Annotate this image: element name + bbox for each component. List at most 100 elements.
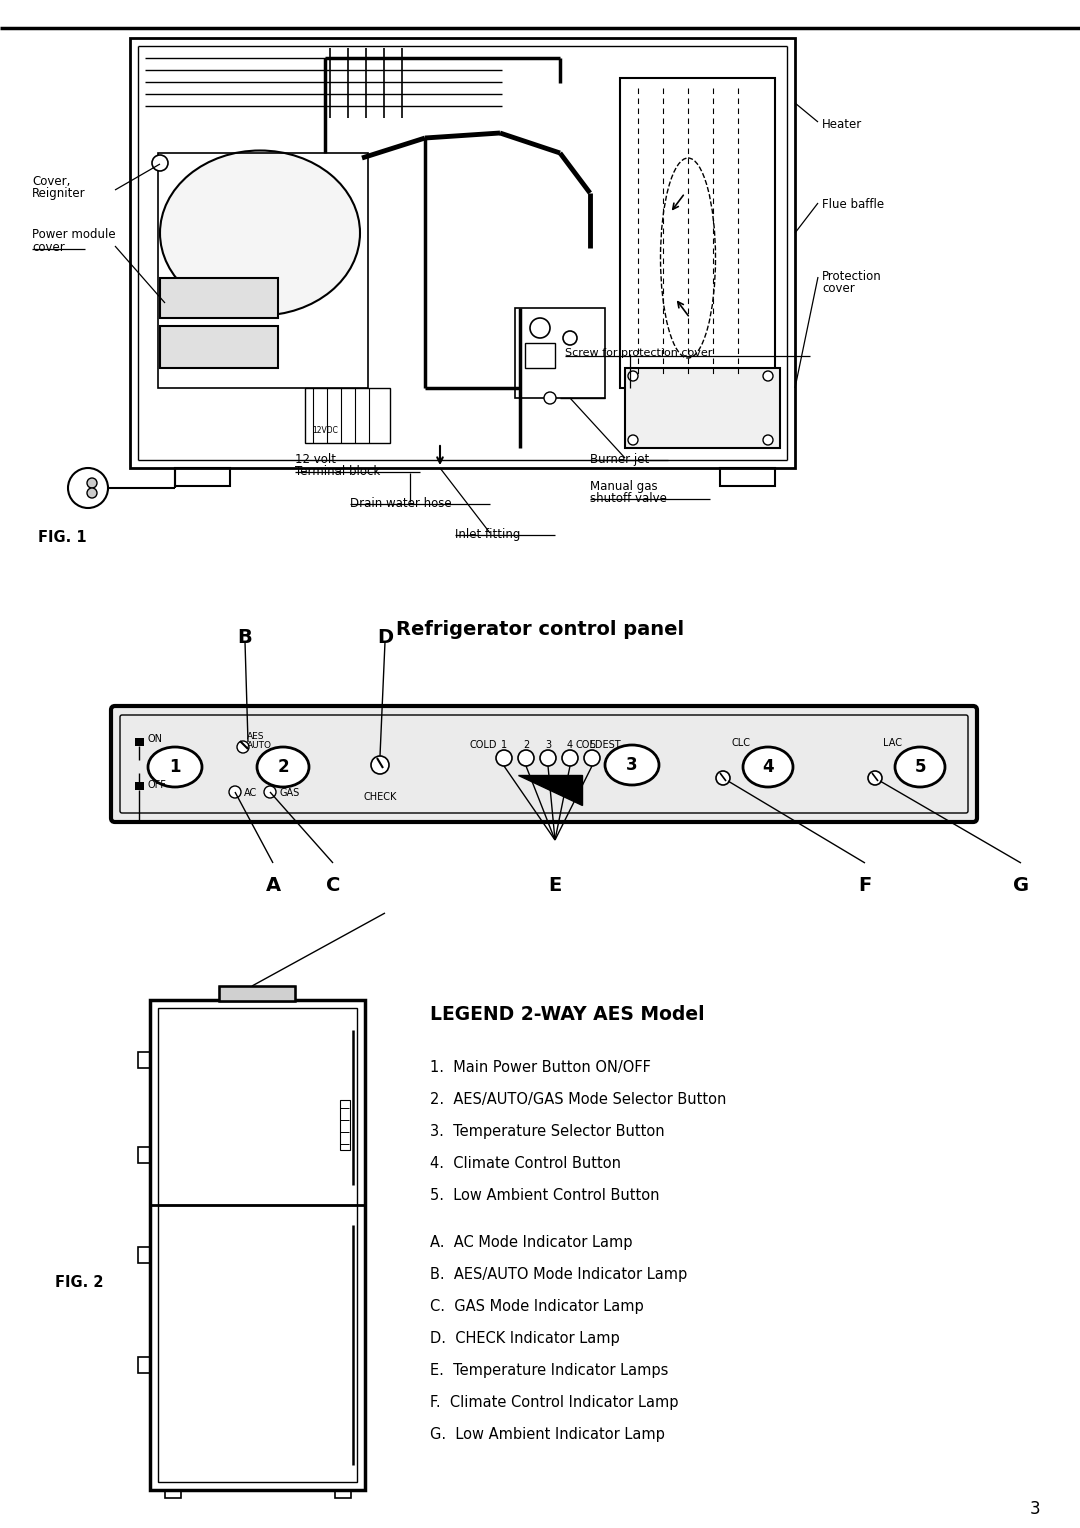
Text: Flue baffle: Flue baffle [822, 199, 885, 211]
Text: 2: 2 [278, 758, 288, 776]
Text: B.  AES/AUTO Mode Indicator Lamp: B. AES/AUTO Mode Indicator Lamp [430, 1267, 687, 1282]
Text: A: A [266, 876, 281, 895]
Text: COLD: COLD [470, 740, 498, 750]
Circle shape [544, 393, 556, 403]
Text: 4: 4 [567, 740, 573, 750]
Bar [525, 342, 555, 368]
Polygon shape [135, 782, 144, 790]
Text: 3: 3 [626, 756, 638, 775]
Circle shape [496, 750, 512, 766]
Bar [625, 368, 780, 448]
Circle shape [563, 332, 577, 345]
Circle shape [237, 741, 249, 753]
Polygon shape [518, 775, 582, 805]
Circle shape [264, 785, 276, 798]
Text: 3: 3 [545, 740, 551, 750]
Bar [620, 78, 775, 388]
Text: G: G [1013, 876, 1029, 895]
Text: CLC: CLC [731, 738, 751, 749]
Text: Burner jet: Burner jet [590, 452, 649, 466]
Text: Terminal block: Terminal block [295, 465, 380, 478]
Text: Reigniter: Reigniter [32, 186, 85, 200]
Bar [158, 153, 368, 388]
Circle shape [627, 371, 638, 380]
Text: AUTO: AUTO [247, 741, 272, 750]
Text: C: C [326, 876, 340, 895]
Text: E.  Temperature Indicator Lamps: E. Temperature Indicator Lamps [430, 1363, 669, 1378]
Circle shape [562, 750, 578, 766]
Circle shape [762, 371, 773, 380]
Text: 3.  Temperature Selector Button: 3. Temperature Selector Button [430, 1125, 664, 1138]
Bar [165, 1490, 181, 1497]
Text: Inlet fitting: Inlet fitting [455, 529, 521, 541]
Bar [335, 1490, 351, 1497]
Text: E: E [549, 876, 562, 895]
Text: 3: 3 [1029, 1500, 1040, 1517]
Bar [160, 278, 278, 318]
Text: FIG. 2: FIG. 2 [55, 1274, 104, 1290]
Text: GAS: GAS [279, 788, 299, 798]
Text: 5: 5 [589, 740, 595, 750]
Text: F: F [859, 876, 872, 895]
Text: A.  AC Mode Indicator Lamp: A. AC Mode Indicator Lamp [430, 1235, 633, 1250]
Circle shape [68, 468, 108, 507]
Text: 2: 2 [523, 740, 529, 750]
Text: Screw for protection cover: Screw for protection cover [565, 348, 713, 358]
Text: 1.  Main Power Button ON/OFF: 1. Main Power Button ON/OFF [430, 1060, 651, 1076]
Text: 4: 4 [762, 758, 773, 776]
Text: Manual gas: Manual gas [590, 480, 658, 494]
Circle shape [716, 772, 730, 785]
Polygon shape [135, 738, 144, 746]
Bar [138, 1357, 150, 1374]
Bar [515, 309, 605, 397]
Text: G.  Low Ambient Indicator Lamp: G. Low Ambient Indicator Lamp [430, 1427, 665, 1442]
Circle shape [868, 772, 882, 785]
Text: LAC: LAC [883, 738, 903, 749]
Text: shutoff valve: shutoff valve [590, 492, 666, 504]
Text: D: D [377, 628, 393, 646]
Circle shape [518, 750, 534, 766]
Circle shape [372, 756, 389, 775]
Bar [219, 986, 295, 1001]
Ellipse shape [895, 747, 945, 787]
Text: Cover,: Cover, [32, 176, 70, 188]
Ellipse shape [605, 746, 659, 785]
Text: cover: cover [32, 241, 65, 254]
Text: 2.  AES/AUTO/GAS Mode Selector Button: 2. AES/AUTO/GAS Mode Selector Button [430, 1093, 727, 1106]
Text: B: B [238, 628, 253, 646]
Text: 1: 1 [501, 740, 508, 750]
Text: AC: AC [244, 788, 257, 798]
Circle shape [229, 785, 241, 798]
Text: Protection: Protection [822, 270, 881, 283]
Ellipse shape [257, 747, 309, 787]
Circle shape [584, 750, 600, 766]
Bar [158, 1008, 357, 1482]
FancyBboxPatch shape [111, 706, 977, 822]
Text: F.  Climate Control Indicator Lamp: F. Climate Control Indicator Lamp [430, 1395, 678, 1410]
Text: Power module: Power module [32, 228, 116, 241]
Text: LEGEND 2-WAY AES Model: LEGEND 2-WAY AES Model [430, 1005, 704, 1024]
Circle shape [627, 435, 638, 445]
Text: FIG. 1: FIG. 1 [38, 530, 86, 545]
Bar [138, 1148, 150, 1163]
Bar [340, 1100, 350, 1151]
Text: C.  GAS Mode Indicator Lamp: C. GAS Mode Indicator Lamp [430, 1299, 644, 1314]
Text: 12 volt: 12 volt [295, 452, 336, 466]
Bar [138, 1247, 150, 1264]
Text: 5.  Low Ambient Control Button: 5. Low Ambient Control Button [430, 1187, 660, 1203]
Text: Drain water hose: Drain water hose [350, 497, 451, 510]
Bar [720, 468, 775, 486]
Circle shape [540, 750, 556, 766]
Bar [130, 38, 795, 468]
Ellipse shape [160, 150, 360, 315]
Bar [138, 1051, 150, 1068]
Ellipse shape [743, 747, 793, 787]
Circle shape [87, 478, 97, 487]
Circle shape [87, 487, 97, 498]
Text: ON: ON [147, 733, 162, 744]
Text: COLDEST: COLDEST [575, 740, 621, 750]
Circle shape [530, 318, 550, 338]
Text: 5: 5 [915, 758, 926, 776]
Text: 12VDC: 12VDC [312, 426, 338, 435]
Text: cover: cover [822, 283, 854, 295]
